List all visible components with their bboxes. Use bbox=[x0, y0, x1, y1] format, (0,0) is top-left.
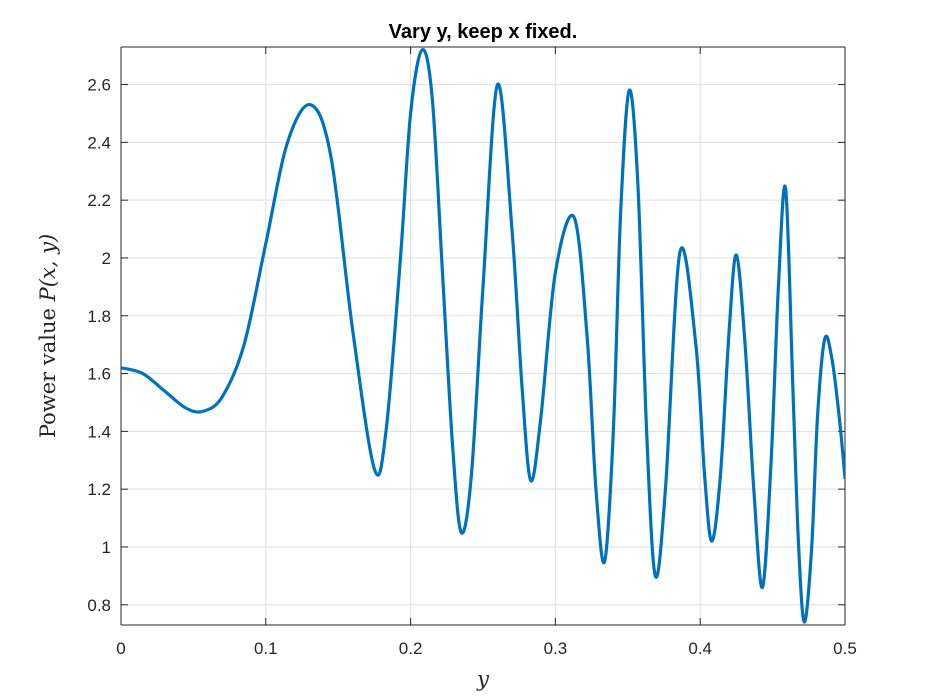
x-tick-label: 0.1 bbox=[254, 639, 278, 658]
x-tick-label: 0.2 bbox=[399, 639, 423, 658]
y-tick-label: 0.8 bbox=[87, 596, 111, 615]
y-tick-label: 1.8 bbox=[87, 307, 111, 326]
x-axis-label: y bbox=[476, 667, 490, 691]
y-axis-label-math: P(x, y) bbox=[36, 234, 60, 303]
grid bbox=[121, 47, 845, 625]
ticks: 0 0.1 0.2 0.3 0.4 0.5 0.8 1 1.2 1.4 1.6 1.8 2 2.2 2.4 2… bbox=[87, 47, 857, 658]
y-axis-label: Power value P(x, y) bbox=[36, 234, 60, 438]
plot-area bbox=[121, 47, 845, 625]
series-layer bbox=[121, 48, 845, 624]
x-tick-label: 0.3 bbox=[544, 639, 568, 658]
y-tick-label: 1.6 bbox=[87, 365, 111, 384]
y-axis-label-prefix: Power value bbox=[36, 301, 60, 438]
x-tick-label: 0 bbox=[116, 639, 125, 658]
chart-title: Vary y, keep x fixed. bbox=[389, 21, 578, 43]
series-line bbox=[121, 48, 845, 624]
x-tick-label: 0.5 bbox=[833, 639, 857, 658]
y-tick-label: 2 bbox=[102, 249, 111, 268]
x-tick-label: 0.4 bbox=[688, 639, 712, 658]
y-tick-label: 2.6 bbox=[87, 76, 111, 95]
y-tick-label: 2.4 bbox=[87, 133, 111, 152]
y-tick-label: 2.2 bbox=[87, 191, 111, 210]
y-tick-label: 1.2 bbox=[87, 480, 111, 499]
y-tick-label: 1 bbox=[102, 538, 111, 557]
axes bbox=[120, 46, 846, 626]
y-tick-label: 1.4 bbox=[87, 422, 111, 441]
